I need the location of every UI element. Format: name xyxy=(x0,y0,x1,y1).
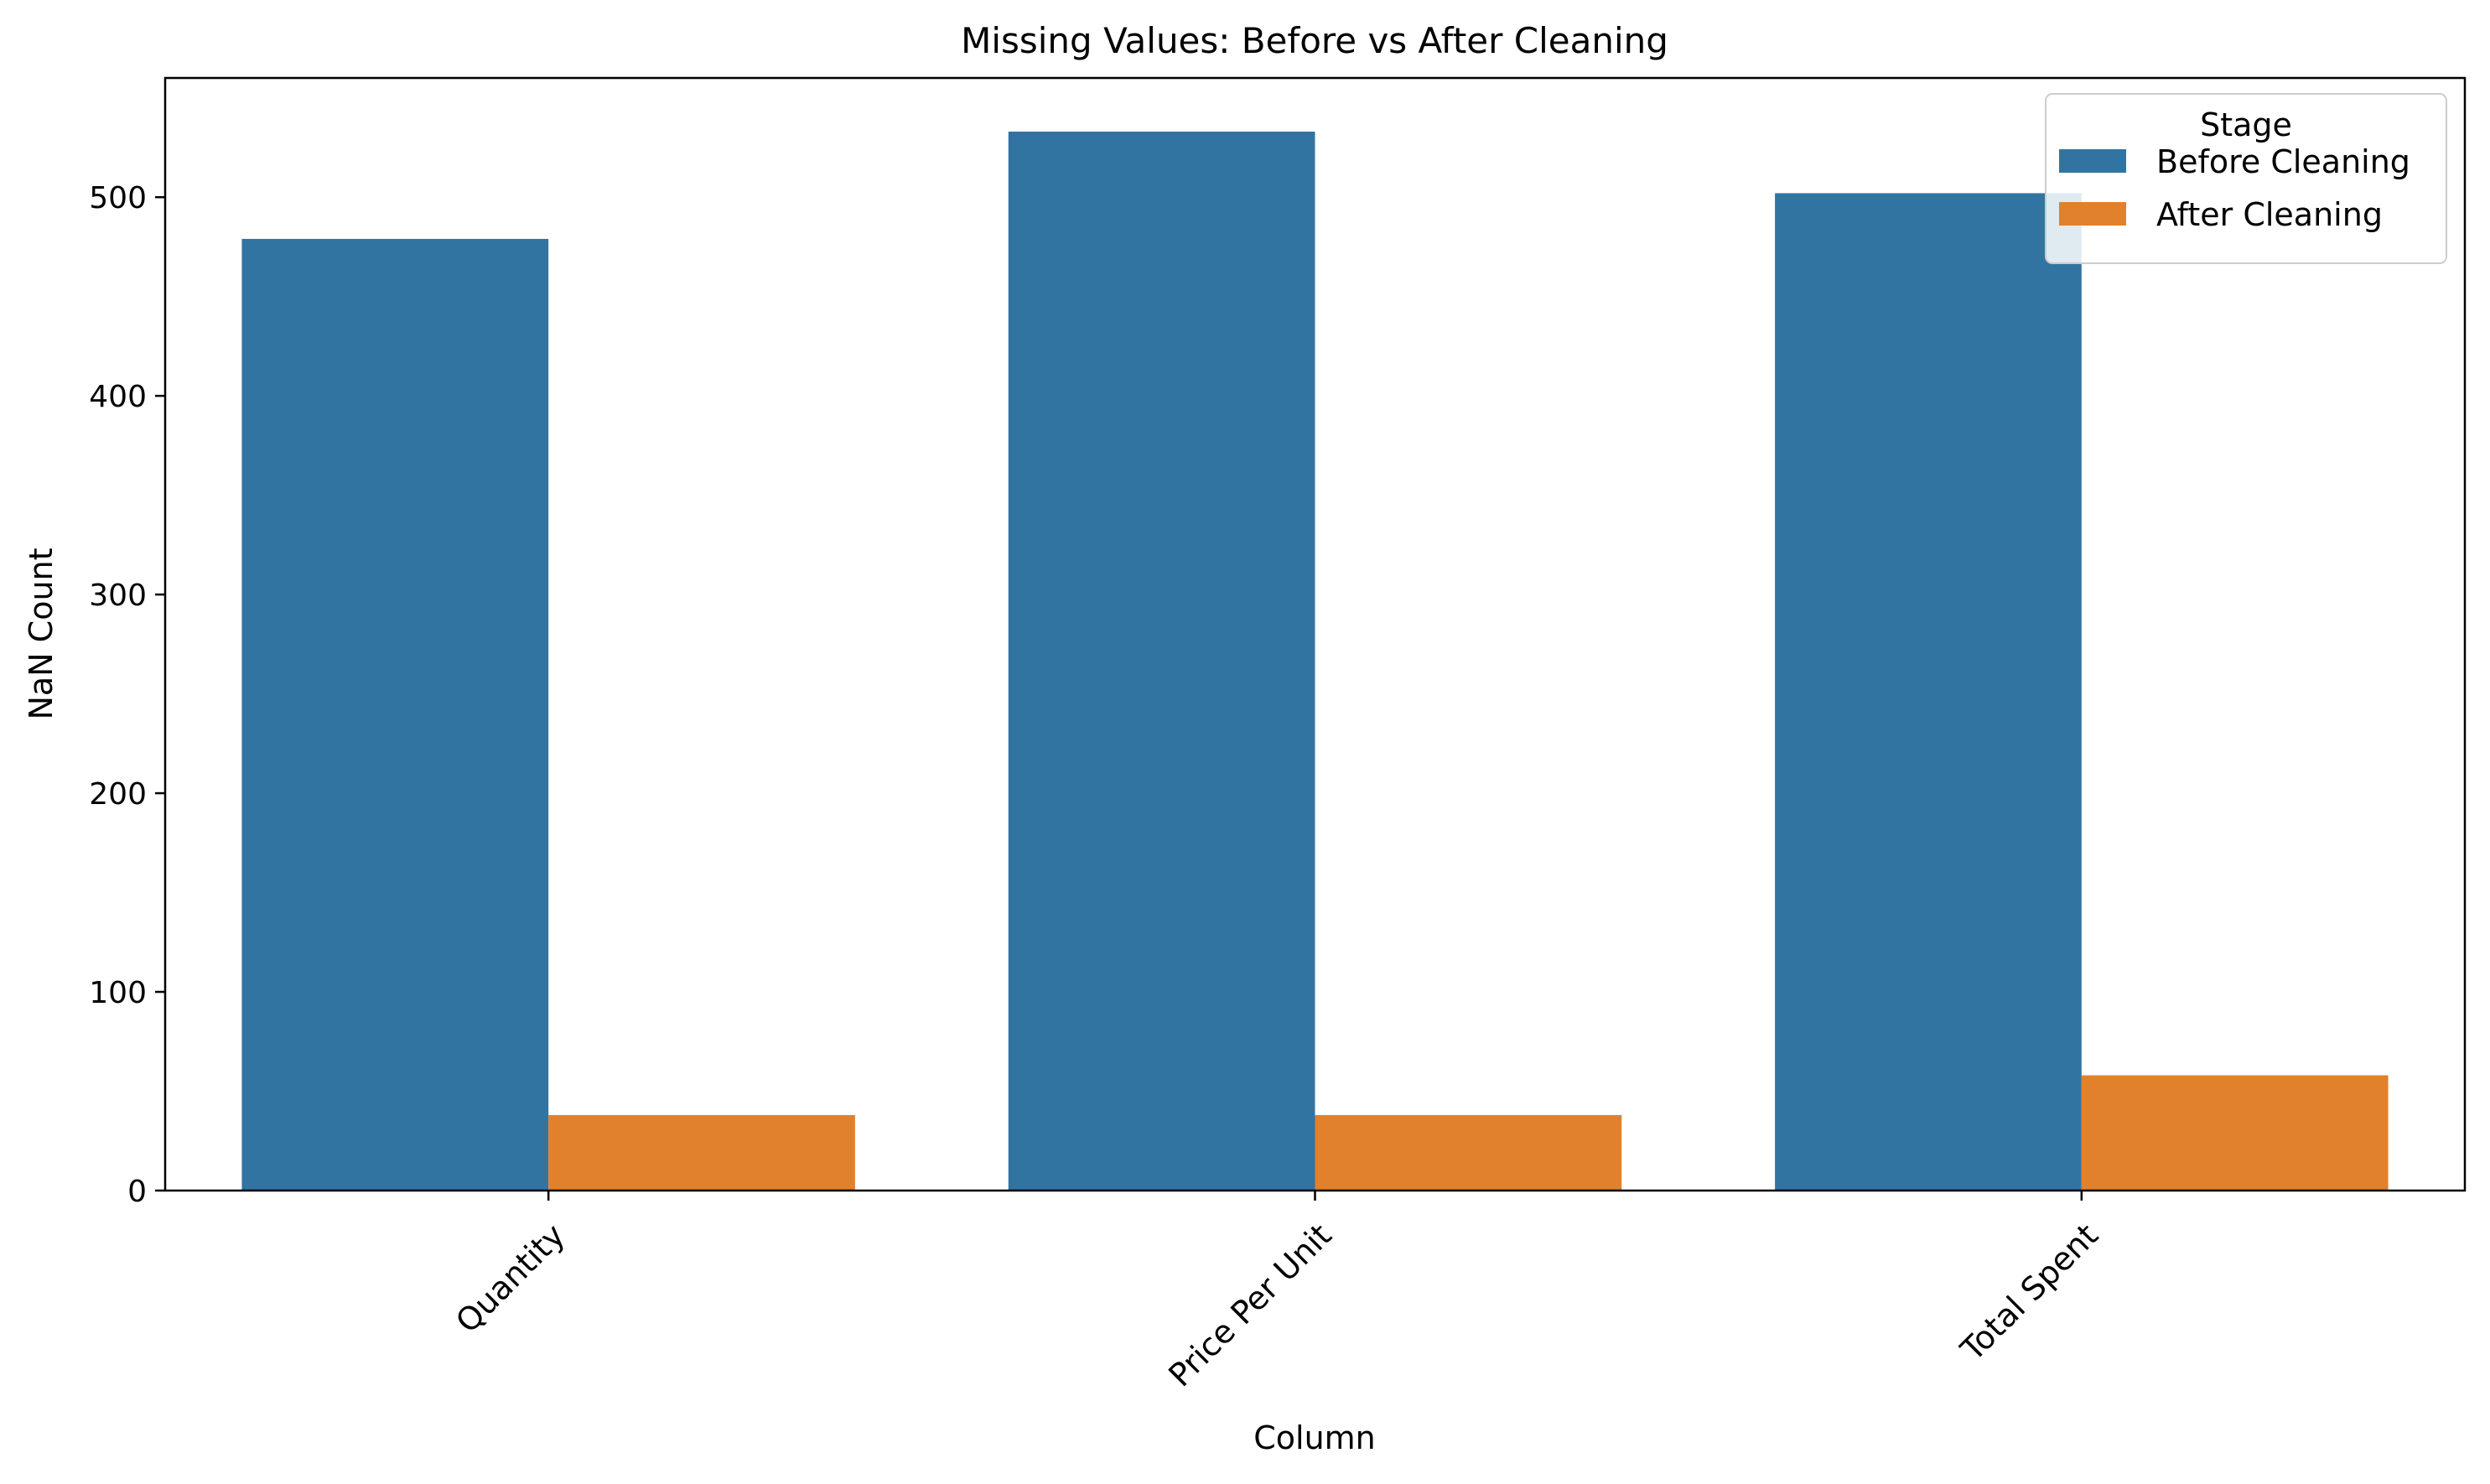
x-tick-label: Quantity xyxy=(449,1217,572,1340)
y-tick-label: 100 xyxy=(89,976,147,1010)
legend-label: Before Cleaning xyxy=(2156,143,2410,180)
legend-swatch xyxy=(2059,202,2126,226)
y-axis-ticks: 0 100 200 300 400 500 xyxy=(89,181,165,1209)
x-axis-label: Column xyxy=(1253,1419,1376,1456)
legend-swatch xyxy=(2059,149,2126,173)
x-tick-label: Total Spent xyxy=(1953,1217,2105,1368)
legend: Stage Before Cleaning After Cleaning xyxy=(2045,93,2447,264)
y-tick-label: 400 xyxy=(89,380,147,414)
bar-before-cleaning-total-spent xyxy=(1775,193,2082,1191)
y-tick-label: 200 xyxy=(89,777,147,812)
y-tick-label: 0 xyxy=(127,1175,147,1209)
bar-after-cleaning-price-per-unit xyxy=(1315,1114,1622,1191)
bar-after-cleaning-total-spent xyxy=(2081,1075,2389,1191)
y-axis-label: NaN Count xyxy=(23,547,60,719)
legend-title: Stage xyxy=(2200,106,2292,143)
y-tick-label: 300 xyxy=(89,579,147,613)
x-tick-label: Price Per Unit xyxy=(1161,1217,1338,1393)
y-tick-label: 500 xyxy=(89,181,147,215)
chart-title: Missing Values: Before vs After Cleaning xyxy=(961,20,1668,61)
legend-label: After Cleaning xyxy=(2156,196,2383,233)
legend-box xyxy=(2045,93,2447,264)
bar-after-cleaning-quantity xyxy=(548,1114,855,1191)
bars-group xyxy=(241,131,2389,1191)
x-axis-ticks: Quantity Price Per Unit Total Spent xyxy=(449,1191,2105,1393)
legend-items: Before Cleaning After Cleaning xyxy=(2059,143,2410,233)
bar-before-cleaning-quantity xyxy=(241,238,549,1191)
bar-before-cleaning-price-per-unit xyxy=(1008,131,1315,1191)
